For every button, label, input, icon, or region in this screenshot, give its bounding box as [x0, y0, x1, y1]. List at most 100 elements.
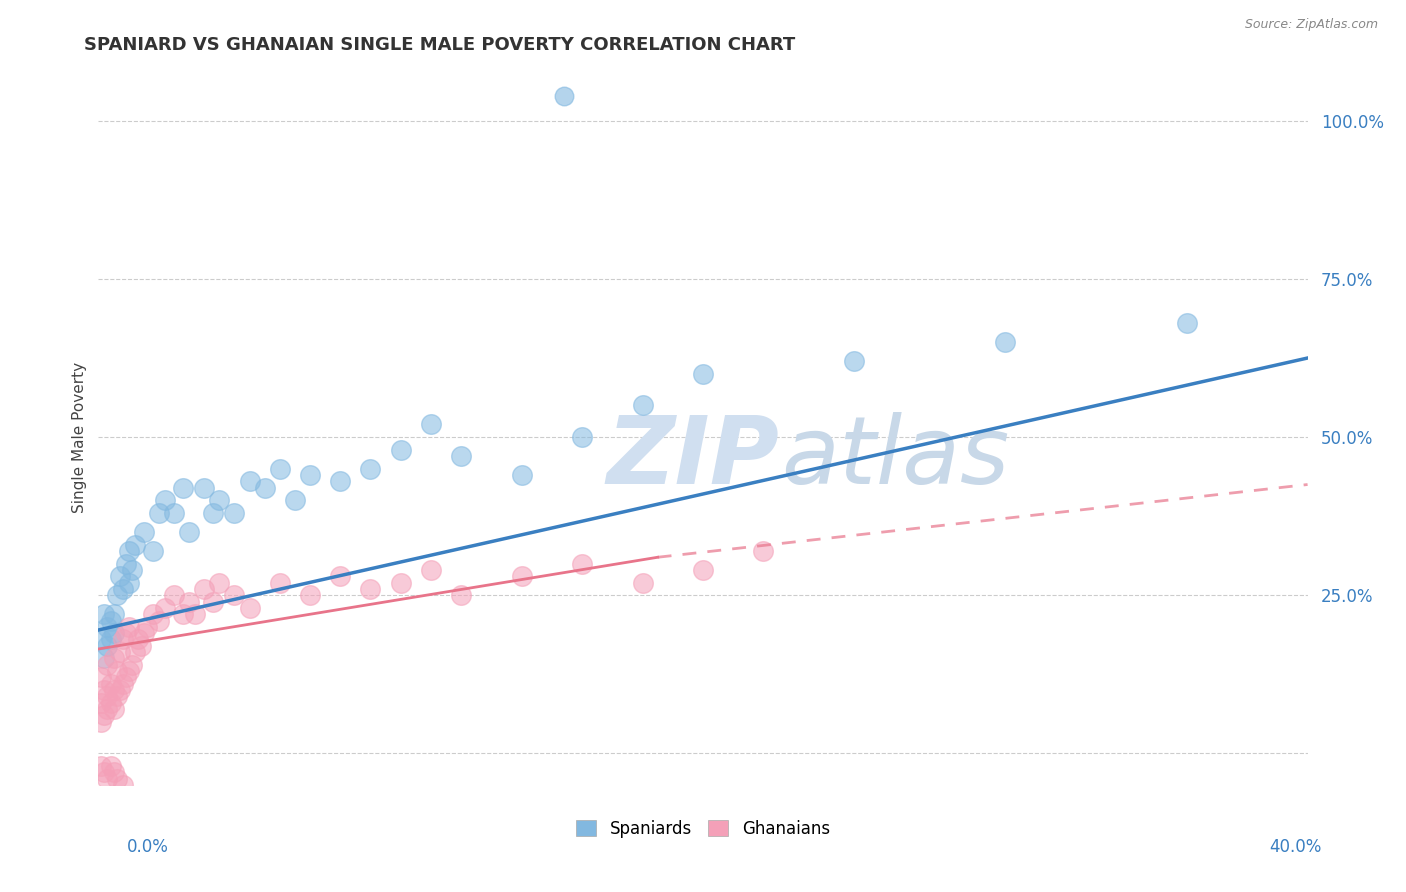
Point [571, 430, 593, 444]
Point [269, 575, 291, 590]
Point [299, 468, 322, 483]
Point [100, 632, 122, 647]
Point [93, 607, 115, 622]
Point [202, 506, 225, 520]
Point [124, 538, 146, 552]
Point [93, 683, 115, 698]
Point [163, 506, 186, 520]
Point [105, 588, 128, 602]
Point [127, 632, 149, 647]
Text: 40.0%: 40.0% [1270, 838, 1322, 856]
Point [184, 607, 207, 622]
Legend: Spaniards, Ghanaians: Spaniards, Ghanaians [568, 812, 838, 847]
Point [96, 620, 118, 634]
Point [105, 664, 128, 678]
Point [142, 607, 165, 622]
Point [193, 582, 215, 596]
Point [148, 614, 170, 628]
Point [105, 690, 128, 704]
Point [193, 481, 215, 495]
Point [111, 778, 134, 792]
Text: SPANIARD VS GHANAIAN SINGLE MALE POVERTY CORRELATION CHART: SPANIARD VS GHANAIAN SINGLE MALE POVERTY… [84, 36, 796, 54]
Point [111, 582, 134, 596]
Point [105, 772, 128, 786]
Point [631, 575, 654, 590]
Point [142, 544, 165, 558]
Point [172, 607, 194, 622]
Point [179, 524, 201, 539]
Point [510, 468, 533, 483]
Point [129, 639, 152, 653]
Point [1175, 316, 1198, 330]
Point [450, 449, 472, 463]
Point [108, 645, 131, 659]
Point [179, 594, 201, 608]
Point [844, 354, 866, 368]
Point [118, 544, 141, 558]
Point [118, 664, 141, 678]
Point [692, 563, 714, 577]
Point [96, 772, 118, 786]
Point [108, 569, 131, 583]
Point [121, 563, 143, 577]
Point [111, 677, 134, 691]
Point [132, 524, 155, 539]
Point [108, 683, 131, 698]
Point [90, 632, 112, 647]
Point [90, 759, 112, 773]
Point [329, 475, 352, 489]
Point [208, 493, 231, 508]
Point [571, 557, 593, 571]
Point [132, 626, 155, 640]
Point [103, 607, 125, 622]
Point [329, 569, 352, 583]
Point [389, 442, 412, 457]
Point [299, 588, 322, 602]
Point [224, 506, 246, 520]
Point [420, 417, 443, 432]
Text: Source: ZipAtlas.com: Source: ZipAtlas.com [1244, 18, 1378, 31]
Point [208, 575, 231, 590]
Point [100, 696, 122, 710]
Point [114, 557, 136, 571]
Point [163, 588, 186, 602]
Point [103, 683, 125, 698]
Point [118, 620, 141, 634]
Point [994, 335, 1017, 350]
Point [135, 620, 157, 634]
Point [172, 481, 194, 495]
Point [103, 702, 125, 716]
Text: ZIP: ZIP [606, 412, 779, 504]
Point [90, 696, 112, 710]
Text: atlas: atlas [782, 412, 1010, 503]
Point [114, 670, 136, 684]
Point [153, 493, 176, 508]
Point [239, 600, 262, 615]
Point [124, 645, 146, 659]
Point [96, 639, 118, 653]
Point [269, 461, 291, 475]
Point [510, 569, 533, 583]
Y-axis label: Single Male Poverty: Single Male Poverty [72, 361, 87, 513]
Point [93, 651, 115, 665]
Point [284, 493, 307, 508]
Point [153, 600, 176, 615]
Point [224, 588, 246, 602]
Point [90, 670, 112, 684]
Point [96, 690, 118, 704]
Point [450, 588, 472, 602]
Point [148, 506, 170, 520]
Point [1251, 120, 1274, 135]
Point [118, 575, 141, 590]
Point [93, 708, 115, 723]
Point [103, 765, 125, 780]
Text: 0.0%: 0.0% [127, 838, 169, 856]
Point [253, 481, 276, 495]
Point [121, 657, 143, 672]
Point [202, 594, 225, 608]
Point [100, 677, 122, 691]
Point [360, 582, 382, 596]
Point [631, 399, 654, 413]
Point [96, 702, 118, 716]
Point [111, 632, 134, 647]
